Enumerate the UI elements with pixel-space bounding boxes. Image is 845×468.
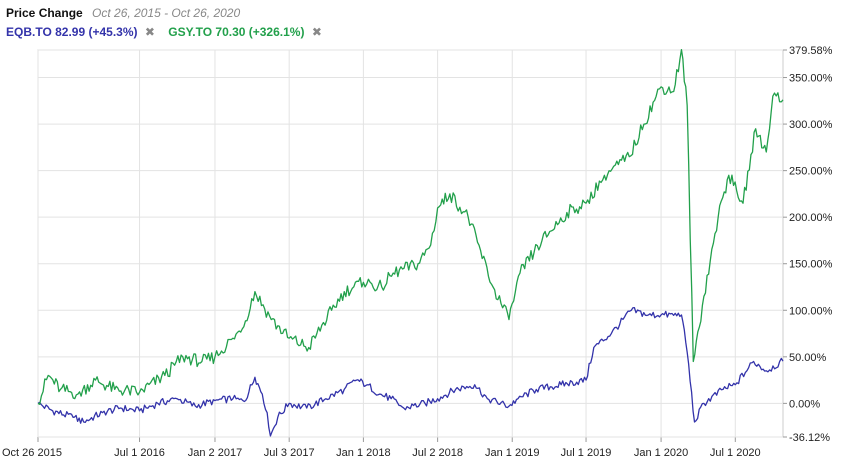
y-tick-label: 50.00%: [789, 352, 827, 364]
remove-gsy-icon[interactable]: ✖: [311, 25, 322, 39]
x-tick-label: Jul 1 2020: [710, 447, 761, 459]
legend-item-eqb: EQB.TO 82.99 (+45.3%) ✖: [6, 25, 155, 39]
x-tick-label: Jan 2 2017: [188, 447, 242, 459]
remove-eqb-icon[interactable]: ✖: [144, 25, 155, 39]
x-tick-label: Oct 26 2015: [2, 447, 62, 459]
y-tick-label: -36.12%: [789, 432, 830, 444]
y-tick-label: 350.00%: [789, 73, 833, 85]
y-tick-label: 0.00%: [789, 398, 820, 410]
y-tick-label: 100.00%: [789, 305, 833, 317]
legend-label-gsy: GSY.TO 70.30 (+326.1%): [168, 25, 305, 39]
chart-title: Price Change: [6, 6, 83, 20]
x-tick-label: Jan 1 2020: [634, 447, 688, 459]
x-tick-label: Jan 1 2018: [336, 447, 390, 459]
chart-header: Price Change Oct 26, 2015 - Oct 26, 2020: [6, 6, 240, 20]
series-line-eqb-to: [37, 306, 784, 437]
y-tick-label: 200.00%: [789, 212, 833, 224]
x-tick-label: Jan 1 2019: [485, 447, 539, 459]
legend-label-eqb: EQB.TO 82.99 (+45.3%): [6, 25, 138, 39]
legend-item-gsy: GSY.TO 70.30 (+326.1%) ✖: [168, 25, 322, 39]
legend: EQB.TO 82.99 (+45.3%) ✖ GSY.TO 70.30 (+3…: [6, 25, 332, 39]
x-tick-label: Jul 2 2018: [412, 447, 463, 459]
series-line-gsy-to: [37, 48, 784, 405]
x-tick-label: Jul 1 2019: [561, 447, 612, 459]
x-tick-label: Jul 3 2017: [264, 447, 315, 459]
y-tick-label: 300.00%: [789, 119, 833, 131]
y-tick-label: 150.00%: [789, 259, 833, 271]
plot-area: [37, 49, 784, 438]
date-range: Oct 26, 2015 - Oct 26, 2020: [92, 6, 241, 20]
y-tick-label: 379.58%: [789, 45, 833, 57]
x-tick-label: Jul 1 2016: [114, 447, 165, 459]
y-tick-label: 250.00%: [789, 166, 833, 178]
